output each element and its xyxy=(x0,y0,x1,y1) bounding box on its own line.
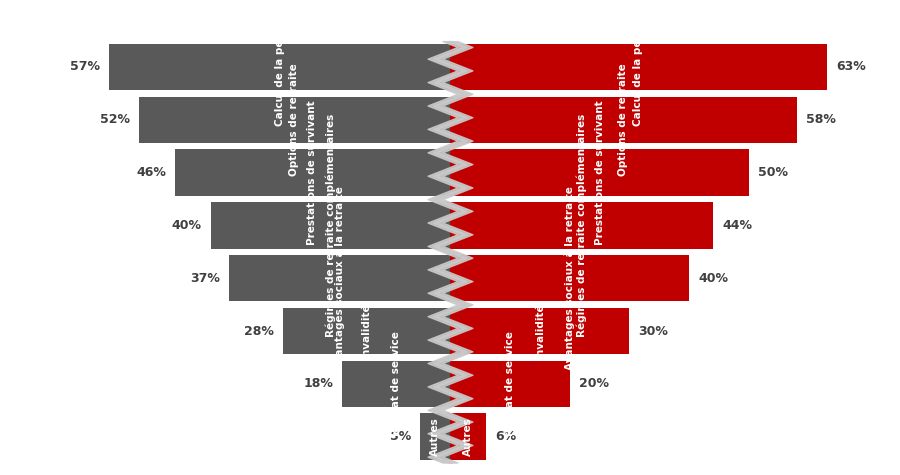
Text: 20%: 20% xyxy=(579,377,608,390)
Bar xyxy=(450,202,713,248)
Text: 46%: 46% xyxy=(136,166,166,179)
Bar xyxy=(450,308,629,354)
Text: Invalidité: Invalidité xyxy=(361,303,372,359)
Bar xyxy=(283,308,450,354)
Text: Rachat de service: Rachat de service xyxy=(505,332,515,436)
Text: 5%: 5% xyxy=(390,430,411,443)
Text: 18%: 18% xyxy=(303,377,333,390)
Bar xyxy=(450,255,689,302)
Text: 28%: 28% xyxy=(244,324,274,338)
Text: Avantages sociaux à la retraite: Avantages sociaux à la retraite xyxy=(334,186,345,370)
Text: Régimes de retraite complémentaires: Régimes de retraite complémentaires xyxy=(325,114,336,337)
Text: 63%: 63% xyxy=(836,60,866,74)
Text: Options de retraite: Options de retraite xyxy=(290,64,300,176)
Text: 6%: 6% xyxy=(495,430,516,443)
Bar xyxy=(450,149,749,196)
Bar xyxy=(175,149,450,196)
Text: 58%: 58% xyxy=(806,114,836,126)
Bar xyxy=(450,413,486,460)
Bar xyxy=(342,361,450,407)
Text: Calcul de la pension: Calcul de la pension xyxy=(634,8,643,126)
Text: Prestations de survivant: Prestations de survivant xyxy=(308,100,318,245)
Text: 40%: 40% xyxy=(172,219,202,232)
Text: 40%: 40% xyxy=(698,272,728,285)
Bar xyxy=(420,413,450,460)
Text: Rachat de service: Rachat de service xyxy=(392,332,401,436)
Text: 52%: 52% xyxy=(100,114,130,126)
Text: Calcul de la pension: Calcul de la pension xyxy=(274,8,284,126)
Text: Options de retraite: Options de retraite xyxy=(618,64,628,176)
Text: 37%: 37% xyxy=(190,272,220,285)
Bar xyxy=(211,202,450,248)
Bar xyxy=(229,255,450,302)
Bar xyxy=(450,361,570,407)
Text: Autres: Autres xyxy=(430,417,440,456)
Text: 50%: 50% xyxy=(758,166,788,179)
Text: Avantages sociaux à la retraite: Avantages sociaux à la retraite xyxy=(564,186,575,370)
Text: Invalidité: Invalidité xyxy=(535,303,544,359)
Bar xyxy=(109,44,450,90)
Text: Autres: Autres xyxy=(463,417,473,456)
Bar xyxy=(139,96,450,143)
Text: Prestations de survivant: Prestations de survivant xyxy=(595,100,605,245)
Bar xyxy=(450,96,796,143)
Text: 30%: 30% xyxy=(638,324,669,338)
Text: 57%: 57% xyxy=(70,60,100,74)
Text: Régimes de retraite complémentaires: Régimes de retraite complémentaires xyxy=(576,114,587,337)
Bar xyxy=(450,44,827,90)
Text: 44%: 44% xyxy=(722,219,752,232)
